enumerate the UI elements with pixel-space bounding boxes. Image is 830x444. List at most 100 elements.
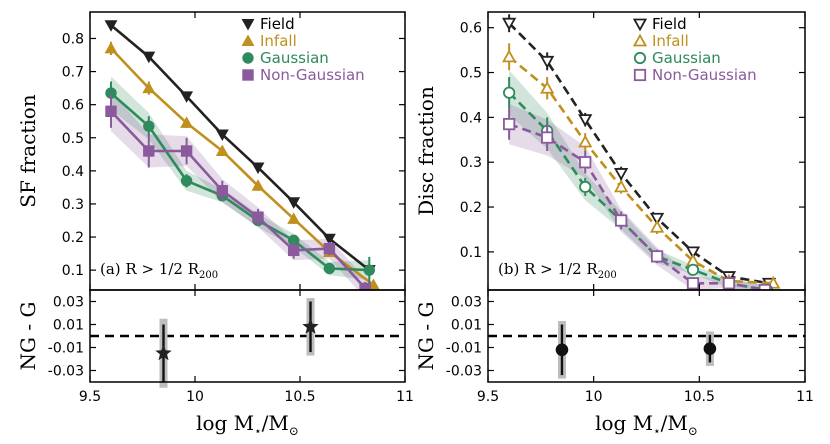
legend-label: Field bbox=[652, 15, 687, 33]
y-tick-label: 0.8 bbox=[62, 31, 84, 47]
x-label-rest: /M bbox=[661, 411, 688, 435]
point-field bbox=[578, 114, 593, 127]
point-infall bbox=[614, 179, 629, 193]
line-non-gaussian bbox=[110, 110, 367, 290]
x-tick-label: 9.5 bbox=[477, 389, 499, 405]
y-tick-label: 0.4 bbox=[460, 110, 482, 126]
line-gaussian bbox=[110, 92, 370, 272]
point-non-gaussian bbox=[615, 214, 628, 227]
y-tick-label: -0.01 bbox=[48, 341, 84, 357]
point-non-gaussian bbox=[503, 117, 516, 131]
point-gaussian bbox=[579, 180, 592, 193]
point-field bbox=[180, 91, 194, 103]
y-tick-label: 0.1 bbox=[62, 263, 84, 279]
x-label-subscript: ⋆ bbox=[653, 424, 661, 438]
point-field bbox=[287, 197, 301, 209]
legend-marker-infall bbox=[632, 33, 648, 47]
legend-marker-gaussian bbox=[633, 51, 647, 65]
point-non-gaussian bbox=[252, 211, 264, 223]
point-field bbox=[142, 51, 156, 64]
x-label-main: log M bbox=[595, 411, 653, 435]
x-tick-label: 9.5 bbox=[79, 389, 101, 405]
line-gaussian bbox=[508, 91, 768, 290]
y-tick-label: 0.6 bbox=[460, 21, 482, 37]
y-tick-label: 0.03 bbox=[451, 295, 482, 311]
y-tick-label: 0.01 bbox=[53, 318, 84, 334]
y-tick-label: 0.7 bbox=[62, 65, 84, 81]
band-non-gaussian bbox=[111, 91, 366, 290]
point-infall bbox=[578, 134, 593, 148]
y-tick-label: 0.03 bbox=[53, 295, 84, 311]
legend-marker-gaussian bbox=[242, 52, 254, 64]
point-gaussian bbox=[503, 86, 516, 99]
point-infall bbox=[251, 179, 265, 191]
point-non-gaussian bbox=[686, 277, 700, 290]
y-axis-label: NG - G bbox=[414, 302, 438, 371]
line-field bbox=[110, 24, 371, 272]
point-field bbox=[501, 17, 517, 31]
axes-frame bbox=[487, 289, 806, 383]
legend-label: Gaussian bbox=[652, 49, 721, 67]
y-tick-label: -0.03 bbox=[446, 364, 482, 380]
legend-marker-infall bbox=[241, 34, 255, 46]
panel-annotation: (a) R > 1/2 R200 bbox=[100, 260, 218, 281]
point-infall bbox=[215, 144, 229, 156]
legend-label: Infall bbox=[652, 32, 689, 50]
legend-label: Field bbox=[260, 15, 295, 33]
point-gaussian bbox=[363, 264, 375, 276]
point-non-gaussian bbox=[288, 244, 300, 256]
point-non-gaussian bbox=[143, 145, 155, 157]
y-tick-label: -0.01 bbox=[446, 341, 482, 357]
x-label-subscript2: ⊙ bbox=[289, 424, 299, 438]
legend-label: Gaussian bbox=[260, 49, 329, 67]
x-tick-label: 11 bbox=[796, 389, 814, 405]
point-field bbox=[649, 212, 665, 226]
panel-left-bottom: 0.03 0.01 -0.01 -0.03 9.5 10 10.5 11 NG - G log M… bbox=[16, 289, 414, 438]
point-infall bbox=[142, 81, 156, 94]
y-tick-label: 0.01 bbox=[451, 318, 482, 334]
point-non-gaussian bbox=[105, 105, 117, 117]
x-axis-label: log M⋆/M⊙ bbox=[196, 411, 299, 438]
legend-label: Non-Gaussian bbox=[652, 66, 757, 84]
point-non-gaussian bbox=[541, 131, 554, 144]
point-field bbox=[614, 168, 629, 181]
legend-marker-non-gaussian bbox=[633, 68, 647, 82]
legend-marker-non-gaussian bbox=[242, 69, 254, 81]
y-tick-label: 0.3 bbox=[460, 155, 482, 171]
x-tick-label: 10.5 bbox=[684, 389, 715, 405]
annotation-subscript: 200 bbox=[199, 270, 218, 281]
point-infall bbox=[540, 80, 555, 94]
x-tick-label: 11 bbox=[396, 389, 414, 405]
y-axis-label: NG - G bbox=[16, 302, 40, 371]
point-infall bbox=[287, 212, 301, 224]
x-label-main: log M bbox=[196, 411, 254, 435]
legend-marker-field bbox=[241, 19, 255, 31]
y-tick-label: 0.1 bbox=[460, 245, 482, 261]
point-non-gaussian bbox=[579, 156, 592, 169]
legend-label: Non-Gaussian bbox=[260, 66, 365, 84]
y-tick-label: 0.2 bbox=[62, 230, 84, 246]
y-axis-label: SF fraction bbox=[16, 94, 40, 207]
point-circle bbox=[703, 342, 717, 355]
point-non-gaussian bbox=[650, 250, 664, 263]
point-field bbox=[540, 55, 555, 69]
line-field bbox=[508, 22, 770, 285]
y-axis-label: Disc fraction bbox=[414, 86, 438, 216]
x-axis-label: log M⋆/M⊙ bbox=[595, 411, 698, 438]
band-non-gaussian bbox=[509, 103, 765, 290]
point-star bbox=[302, 318, 319, 334]
point-non-gaussian bbox=[180, 145, 193, 157]
point-infall bbox=[104, 41, 118, 54]
point-field bbox=[322, 233, 336, 246]
point-infall bbox=[649, 219, 665, 233]
x-label-rest: /M bbox=[262, 411, 289, 435]
x-tick-label: 10 bbox=[585, 389, 603, 405]
panel-right-bottom: 0.03 0.01 -0.01 -0.03 9.5 10 10.5 11 NG - G log M… bbox=[414, 289, 814, 438]
line-non-gaussian bbox=[508, 122, 766, 290]
panel-left-top: 0.1 0.2 0.3 0.4 0.5 0.6 0.7 0.8 SF fraction (a) R… bbox=[16, 11, 406, 291]
point-non-gaussian bbox=[722, 277, 736, 290]
point-gaussian bbox=[143, 120, 155, 132]
legend-marker-field bbox=[632, 18, 648, 32]
x-label-subscript2: ⊙ bbox=[688, 424, 698, 438]
